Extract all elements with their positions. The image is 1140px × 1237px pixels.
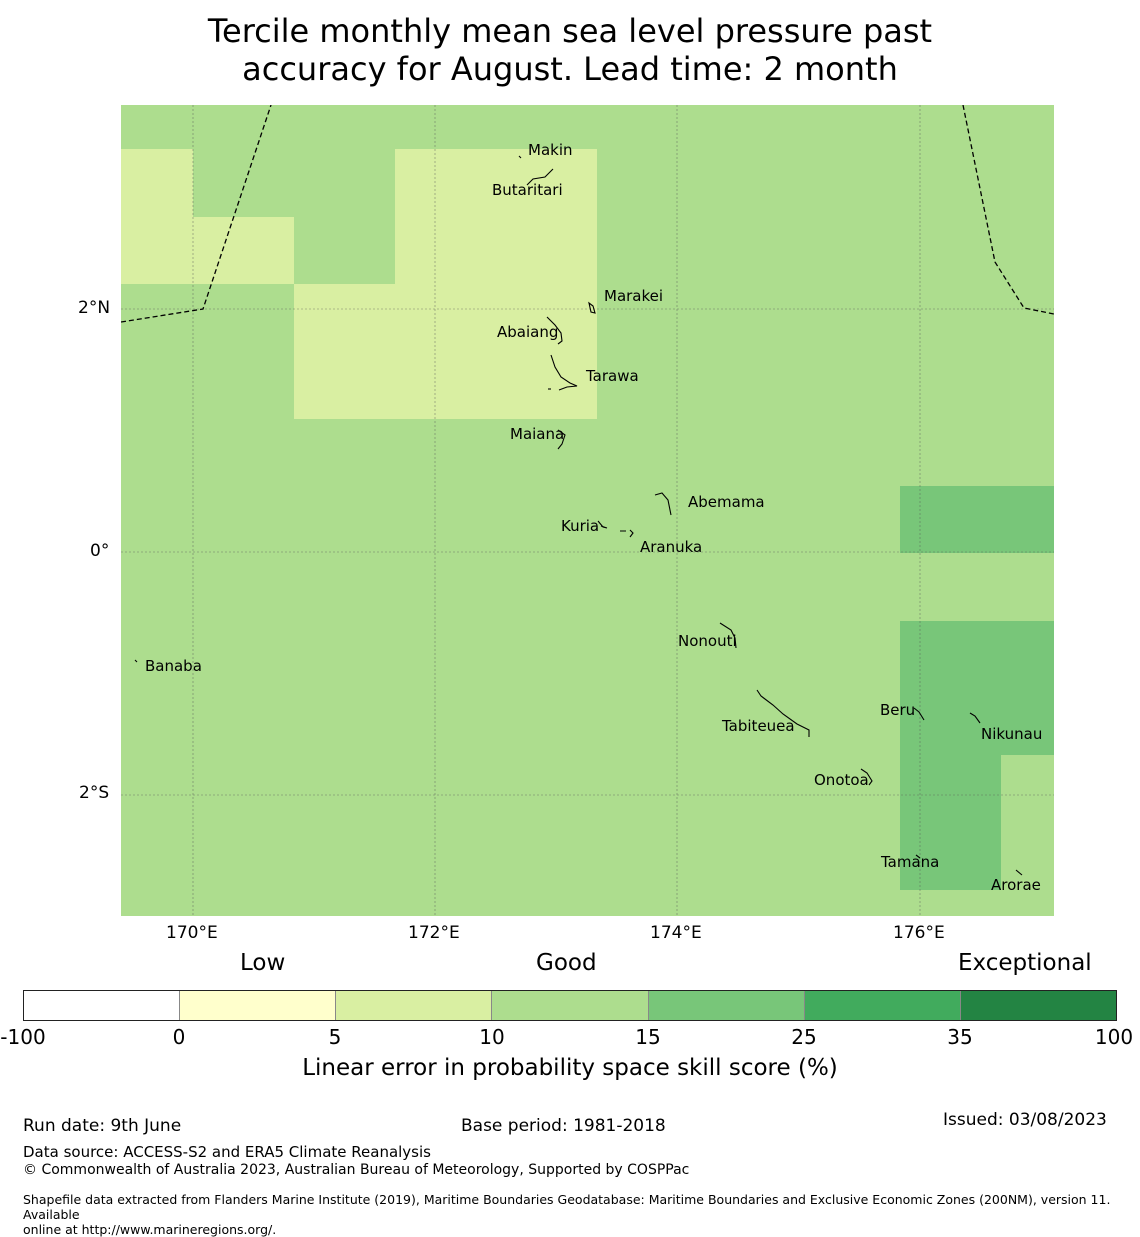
place-label-tabiteuea: Tabiteuea: [722, 717, 795, 735]
shapefile-credit-line-1: Shapefile data extracted from Flanders M…: [23, 1192, 1111, 1222]
gridlines: [121, 105, 1054, 916]
island-abaiang: [546, 316, 563, 345]
lon-label-170e: 170°E: [166, 923, 218, 943]
place-label-abaiang: Abaiang: [497, 323, 559, 341]
place-label-aranuka: Aranuka: [640, 538, 703, 556]
place-label-arorae: Arorae: [991, 876, 1041, 894]
colorbar-tick-4: 10: [479, 1025, 505, 1049]
skill-cell-c: [395, 149, 597, 284]
island-butaritari: [526, 168, 554, 186]
island-marakei: [588, 301, 596, 314]
lat-label-2n: 2°N: [78, 298, 111, 318]
island-tabiteuea: [756, 689, 810, 737]
place-label-nonouti: Nonouti: [678, 632, 737, 650]
lat-label-2s: 2°S: [79, 783, 110, 803]
lat-label-0: 0°: [90, 541, 110, 561]
place-label-maiana: Maiana: [510, 425, 565, 443]
copyright: © Commonwealth of Australia 2023, Austra…: [23, 1162, 690, 1178]
place-label-tamana: Tamana: [881, 853, 940, 871]
base-period: Base period: 1981-2018: [461, 1116, 666, 1136]
skill-cell-a: [121, 149, 193, 284]
shapefile-credit: Shapefile data extracted from Flanders M…: [23, 1192, 1135, 1237]
skill-cell-g: [900, 755, 1001, 890]
island-maiana: [557, 429, 566, 450]
colorbar-segment-6: [803, 991, 960, 1020]
island-nikunau: [969, 712, 981, 724]
colorbar-segment-7: [959, 991, 1116, 1020]
chart-title: Tercile monthly mean sea level pressure …: [0, 12, 1140, 88]
colorbar-segment-4: [491, 991, 648, 1020]
island-onotoa: [860, 768, 873, 786]
island-kuria: [597, 520, 608, 529]
island-arorae: [1015, 869, 1023, 876]
run-date: Run date: 9th June: [23, 1116, 182, 1136]
island-nonouti: [719, 622, 737, 649]
island-tarawa: [550, 354, 578, 391]
lon-label-174e: 174°E: [650, 923, 702, 943]
map-canvas: [121, 105, 1054, 916]
lon-label-172e: 172°E: [408, 923, 460, 943]
legend-category-exceptional: Exceptional: [958, 950, 1092, 976]
place-label-kuria: Kuria: [561, 517, 600, 535]
colorbar-segment-1: [24, 991, 180, 1020]
map-panel: Makin Butaritari Marakei Abaiang Tarawa …: [121, 105, 1054, 916]
colorbar-segment-3: [335, 991, 492, 1020]
colorbar-tick-6: 25: [791, 1025, 817, 1049]
island-abemama: [654, 492, 672, 516]
place-label-nikunau: Nikunau: [981, 725, 1043, 743]
island-outlines: [134, 155, 1023, 876]
legend-category-low: Low: [240, 950, 286, 976]
colorbar-tick-3: 5: [328, 1025, 342, 1049]
island-aranuka: [620, 529, 634, 538]
colorbar: [23, 990, 1117, 1021]
place-label-onotoa: Onotoa: [814, 771, 869, 789]
skill-cell-b: [193, 217, 294, 284]
skill-cell-d: [294, 284, 597, 419]
place-label-abemama: Abemama: [688, 493, 765, 511]
place-label-banaba: Banaba: [145, 657, 202, 675]
title-line-1: Tercile monthly mean sea level pressure …: [207, 12, 933, 50]
title-line-2: accuracy for August. Lead time: 2 month: [242, 50, 898, 88]
colorbar-tick-2: 0: [172, 1025, 186, 1049]
place-label-makin: Makin: [528, 141, 573, 159]
issued-date: Issued: 03/08/2023: [943, 1110, 1107, 1130]
island-tamana: [915, 854, 921, 859]
colorbar-segment-2: [179, 991, 336, 1020]
place-label-marakei: Marakei: [604, 287, 664, 305]
lon-label-176e: 176°E: [893, 923, 945, 943]
place-label-butaritari: Butaritari: [492, 181, 563, 199]
island-makin: [518, 155, 522, 159]
eez-boundary: [121, 105, 1054, 323]
colorbar-tick-1: -100: [0, 1025, 46, 1049]
island-beru: [913, 707, 925, 721]
colorbar-tick-7: 35: [947, 1025, 973, 1049]
data-source: Data source: ACCESS-S2 and ERA5 Climate …: [23, 1143, 431, 1161]
colorbar-segment-5: [647, 991, 804, 1020]
colorbar-tick-5: 15: [635, 1025, 661, 1049]
legend-category-good: Good: [536, 950, 597, 976]
island-banaba: [134, 659, 138, 663]
skill-cell-e: [900, 486, 1054, 553]
place-label-beru: Beru: [880, 701, 916, 719]
colorbar-title: Linear error in probability space skill …: [302, 1055, 838, 1081]
colorbar-tick-8: 100: [1094, 1025, 1134, 1049]
place-label-tarawa: Tarawa: [586, 367, 639, 385]
skill-cell-f: [900, 621, 1054, 755]
